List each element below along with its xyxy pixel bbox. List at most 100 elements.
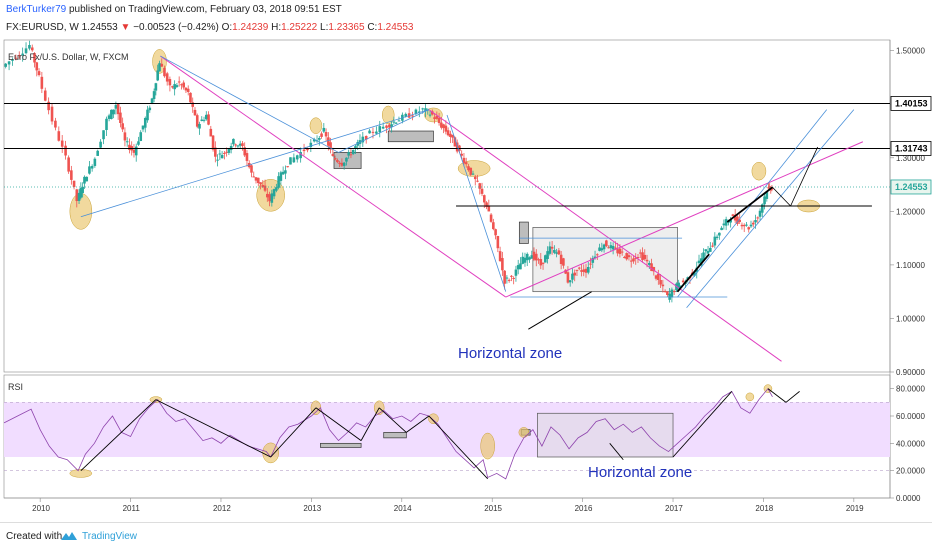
candle-body bbox=[593, 256, 597, 259]
candle-body bbox=[568, 280, 572, 283]
candle-body bbox=[620, 251, 624, 253]
candle-body bbox=[418, 111, 421, 113]
candle-body bbox=[638, 252, 642, 254]
candle-body bbox=[657, 273, 660, 280]
high-value: 1.25222 bbox=[281, 22, 318, 33]
candle-body bbox=[302, 149, 306, 152]
candle-body bbox=[349, 154, 353, 156]
candle-body bbox=[214, 147, 217, 157]
candle-body bbox=[428, 114, 432, 116]
candle-body bbox=[627, 255, 631, 258]
candle-body bbox=[182, 82, 185, 88]
candle-body bbox=[351, 149, 355, 155]
tradingview-brand-link[interactable]: TradingView bbox=[82, 531, 138, 542]
candle-body bbox=[132, 149, 136, 153]
candle-body bbox=[220, 155, 224, 159]
candle-body bbox=[114, 105, 118, 109]
candle-body bbox=[225, 151, 228, 153]
candle-body bbox=[464, 162, 468, 165]
candle-body bbox=[112, 109, 115, 115]
candle-body bbox=[245, 153, 249, 161]
candle-body bbox=[749, 224, 753, 227]
candle-body bbox=[123, 132, 127, 141]
candle-body bbox=[767, 187, 770, 189]
symbol-title: Euro Fx/U.S. Dollar, W, FXCM bbox=[8, 52, 129, 62]
rsi-highlight-8 bbox=[745, 392, 755, 402]
candle-body bbox=[632, 258, 635, 262]
candle-body bbox=[394, 122, 398, 124]
candle-body bbox=[670, 289, 674, 298]
candle-body bbox=[722, 223, 726, 226]
candle-body bbox=[586, 266, 590, 273]
candle-body bbox=[720, 227, 723, 231]
blue-channel-line-2 bbox=[686, 109, 855, 308]
candle-body bbox=[546, 251, 549, 259]
candle-body bbox=[277, 176, 280, 188]
candle-body bbox=[611, 246, 615, 250]
candle-body bbox=[697, 260, 701, 264]
candle-body bbox=[704, 249, 708, 252]
highlight-ellipse-7 bbox=[751, 161, 767, 181]
candle-body bbox=[47, 101, 50, 111]
candle-body bbox=[476, 180, 479, 182]
candle-body bbox=[661, 284, 665, 287]
candle-body bbox=[125, 141, 129, 143]
candle-body bbox=[629, 260, 633, 262]
candle-body bbox=[309, 142, 313, 148]
price-tick-label-0: 1.50000 bbox=[896, 47, 925, 56]
price-tick-label-6: 0.90000 bbox=[896, 368, 925, 377]
candle-body bbox=[184, 87, 188, 91]
candle-body bbox=[709, 247, 712, 252]
candle-body bbox=[636, 256, 640, 259]
author-link[interactable]: BerkTurker79 bbox=[6, 4, 67, 15]
candle-body bbox=[241, 143, 244, 146]
candle-body bbox=[229, 145, 233, 150]
low-label: L: bbox=[320, 22, 329, 33]
candle-body bbox=[471, 173, 475, 175]
candle-body bbox=[119, 112, 122, 124]
candle-body bbox=[186, 88, 190, 92]
candle-body bbox=[460, 153, 463, 156]
candle-body bbox=[88, 166, 91, 174]
candle-body bbox=[191, 102, 195, 107]
change-value: −0.00523 (−0.42%) bbox=[133, 22, 219, 33]
candle-body bbox=[204, 114, 208, 120]
magenta-uptrend-line bbox=[505, 141, 864, 298]
candle-body bbox=[473, 176, 477, 180]
candle-body bbox=[77, 192, 81, 201]
consolidation-box-1 bbox=[387, 130, 434, 143]
candle-body bbox=[580, 270, 583, 272]
time-tick-label-5: 2015 bbox=[484, 504, 502, 513]
candle-body bbox=[99, 141, 102, 148]
candle-body bbox=[550, 246, 554, 249]
candle-body bbox=[738, 219, 741, 223]
candle-body bbox=[329, 142, 332, 150]
symbol-label: FX:EURUSD, W bbox=[6, 22, 79, 33]
candle-body bbox=[492, 222, 495, 230]
candle-body bbox=[216, 159, 219, 161]
candle-body bbox=[573, 272, 577, 276]
black-projection-1 bbox=[772, 186, 791, 207]
blue-trend-line-4 bbox=[446, 114, 507, 292]
ohlc-line: FX:EURUSD, W 1.24553 ▼ −0.00523 (−0.42%)… bbox=[6, 22, 413, 33]
candle-body bbox=[266, 193, 269, 198]
price-label-2: 1.24553 bbox=[895, 182, 928, 192]
rsi-trend-4 bbox=[315, 407, 362, 441]
close-value: 1.24553 bbox=[377, 22, 414, 33]
tradingview-logo-icon bbox=[61, 532, 77, 540]
candle-body bbox=[90, 166, 94, 169]
magenta-downtrend-line bbox=[160, 55, 507, 298]
candle-body bbox=[261, 185, 265, 188]
chart-canvas[interactable]: 1.500001.400001.300001.200001.100001.000… bbox=[0, 0, 932, 522]
candle-body bbox=[437, 118, 441, 123]
black-annotation-arrow bbox=[528, 291, 592, 330]
candle-body bbox=[431, 111, 434, 115]
candle-body bbox=[602, 244, 606, 250]
rsi-trend-8 bbox=[428, 415, 489, 480]
candle-body bbox=[340, 162, 344, 166]
candle-body bbox=[60, 140, 64, 147]
price-tick-label-4: 1.10000 bbox=[896, 261, 925, 270]
candle-body bbox=[751, 222, 755, 225]
candle-body bbox=[21, 53, 24, 56]
created-with-label: Created with bbox=[6, 531, 63, 542]
